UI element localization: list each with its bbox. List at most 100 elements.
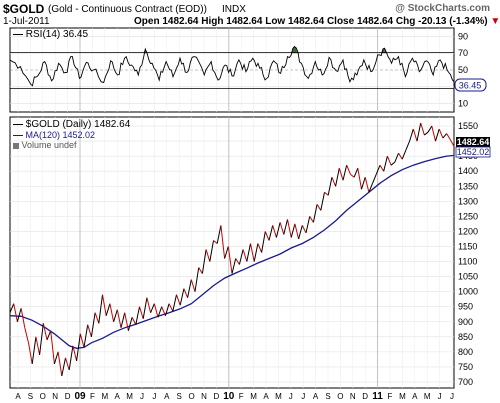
price-segment	[309, 216, 314, 223]
x-tick-label: S	[177, 392, 182, 401]
price-segment	[164, 303, 170, 316]
x-tick-label: S	[28, 392, 33, 401]
last-ma-badge	[455, 146, 491, 158]
x-tick-label: N	[201, 392, 207, 401]
price-segment	[390, 161, 396, 166]
price-segment	[261, 231, 266, 253]
quote-line: Open 1482.64 High 1482.64 Low 1482.64 Cl…	[134, 17, 500, 27]
price-tick-label: 700	[458, 377, 473, 387]
price-segment	[294, 223, 300, 240]
symbol-title: $GOLD	[3, 2, 45, 16]
price-segment	[301, 225, 307, 234]
price-segment	[194, 267, 200, 292]
price-segment	[416, 122, 422, 142]
price-frame	[9, 116, 455, 389]
x-tick-label: A	[313, 392, 319, 401]
price-segment	[157, 306, 163, 318]
symbol-description: (Gold - Continuous Contract (EOD))	[48, 4, 207, 15]
price-tick-label: 1200	[458, 226, 478, 236]
price-segment	[87, 324, 92, 337]
x-tick-label: O	[337, 392, 343, 401]
rsi-legend-swatch	[13, 33, 23, 35]
price-segment	[142, 297, 148, 319]
rsi-tick-label: 50	[458, 65, 468, 75]
chg-label: Chg	[395, 16, 416, 27]
x-tick-label: N	[52, 392, 58, 401]
rsi-tick-label: 90	[458, 31, 468, 41]
price-tick-label: 1050	[458, 272, 478, 282]
price-tick-label: 1550	[458, 121, 478, 131]
price-segment	[235, 258, 240, 265]
price-segment	[224, 246, 229, 259]
last-price-label: 1482.64	[457, 137, 490, 147]
x-tick-label: M	[101, 392, 108, 401]
price-segment	[150, 303, 155, 313]
volume-legend-icon	[13, 142, 19, 149]
price-segment	[116, 309, 122, 328]
price-segment	[216, 225, 222, 244]
price-segment	[446, 133, 451, 140]
price-segment	[35, 336, 41, 355]
ma-legend-label: MA(120) 1452.02	[25, 130, 96, 140]
price-segment	[287, 219, 292, 238]
price-segment	[227, 246, 233, 274]
open-value: 1482.64	[162, 16, 199, 27]
rsi-line	[9, 45, 455, 87]
price-tick-label: 1300	[458, 196, 478, 206]
x-tick-label: J	[289, 392, 293, 401]
x-tick-label: N	[350, 392, 356, 401]
price-segment	[183, 288, 189, 298]
price-segment	[231, 258, 237, 274]
price-segment	[264, 231, 270, 241]
price-segment	[346, 164, 351, 175]
price-segment	[83, 324, 89, 348]
x-tick-label: M	[424, 392, 431, 401]
x-tick-label: S	[325, 392, 330, 401]
x-tick-label: J	[450, 392, 454, 401]
price-segment	[353, 167, 359, 178]
price-segment	[435, 128, 440, 142]
price-segment	[331, 177, 337, 187]
rsi-tick-label: 70	[458, 48, 468, 58]
price-segment	[401, 149, 407, 160]
price-segment	[250, 243, 255, 262]
volume-legend-label: Volume undef	[21, 140, 77, 150]
price-legend-swatch	[13, 123, 23, 125]
price-segment	[405, 140, 411, 151]
price-segment	[20, 308, 26, 328]
x-tick-label: J	[438, 392, 442, 401]
rsi-legend-label: RSI(14) 36.45	[25, 29, 89, 40]
rsi-tick-label: 10	[458, 99, 468, 109]
price-segment	[72, 345, 78, 362]
price-segment	[375, 164, 381, 175]
price-segment	[368, 183, 374, 193]
price-segment	[394, 152, 399, 163]
price-segment	[361, 177, 366, 190]
price-segment	[42, 323, 48, 340]
price-segment	[409, 128, 414, 142]
price-segment	[161, 306, 166, 316]
price-legend-label: $GOLD (Daily) 1482.64	[25, 119, 131, 130]
price-segment	[372, 174, 377, 184]
price-segment	[79, 333, 85, 348]
price-segment	[146, 297, 152, 313]
price-segment	[109, 303, 115, 322]
price-segment	[242, 249, 248, 262]
price-segment	[187, 279, 192, 298]
price-tick-label: 1350	[458, 181, 478, 191]
price-segment	[105, 303, 111, 316]
price-segment	[272, 225, 277, 238]
price-segment	[172, 294, 177, 312]
price-segment	[335, 168, 340, 187]
price-segment	[102, 294, 107, 316]
price-segment	[383, 156, 388, 172]
price-segment	[28, 342, 33, 364]
x-tick-label: 11	[372, 391, 383, 402]
price-tick-label: 1100	[458, 257, 477, 267]
rsi-overbought-fill	[382, 48, 385, 54]
price-segment	[342, 165, 348, 181]
price-segment	[275, 222, 281, 238]
price-segment	[57, 351, 63, 377]
x-tick-label: D	[65, 392, 71, 401]
price-segment	[398, 152, 403, 160]
